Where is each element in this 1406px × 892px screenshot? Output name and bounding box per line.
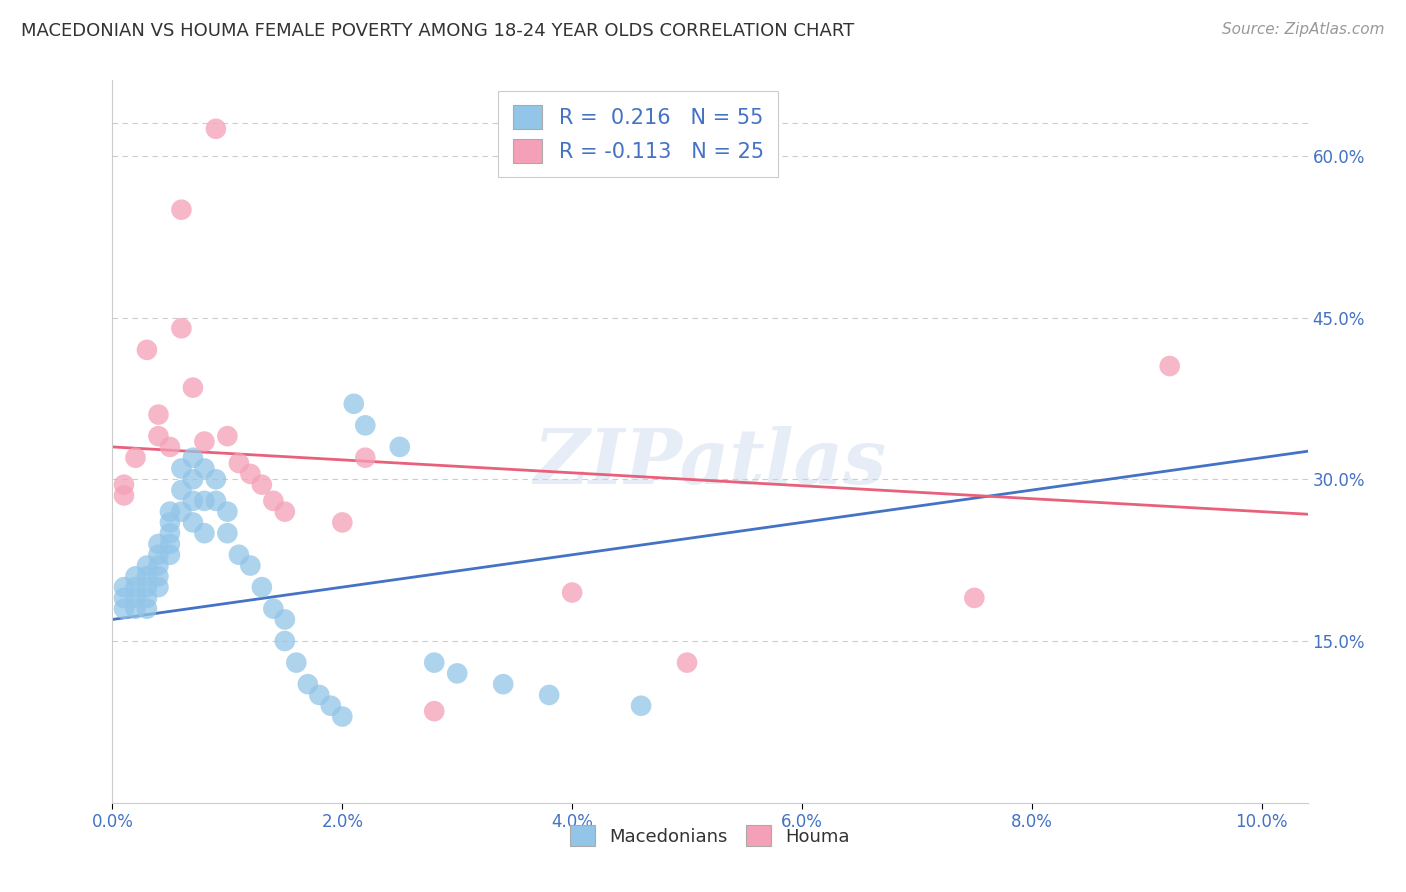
Point: [112, 477, 135, 491]
Text: Source: ZipAtlas.com: Source: ZipAtlas.com: [1222, 22, 1385, 37]
Point: [170, 505, 193, 519]
Point: [148, 558, 170, 573]
Point: [963, 591, 986, 605]
Point: [330, 516, 353, 530]
Point: [423, 704, 446, 718]
Point: [159, 548, 181, 562]
Point: [205, 472, 228, 486]
Point: [193, 526, 215, 541]
Point: [181, 381, 204, 395]
Point: [124, 580, 146, 594]
Point: [148, 569, 170, 583]
Point: [262, 601, 284, 615]
Point: [124, 569, 146, 583]
Point: [250, 580, 273, 594]
Point: [136, 591, 159, 605]
Point: [205, 493, 228, 508]
Point: [308, 688, 330, 702]
Point: [159, 526, 181, 541]
Point: [136, 601, 159, 615]
Point: [676, 656, 699, 670]
Point: [159, 537, 181, 551]
Point: [217, 429, 239, 443]
Point: [181, 450, 204, 465]
Point: [124, 601, 146, 615]
Point: [239, 467, 262, 481]
Point: [228, 456, 250, 470]
Point: [181, 493, 204, 508]
Point: [124, 591, 146, 605]
Point: [492, 677, 515, 691]
Point: [388, 440, 411, 454]
Point: [274, 612, 297, 626]
Point: [181, 516, 204, 530]
Point: [630, 698, 652, 713]
Point: [136, 580, 159, 594]
Text: MACEDONIAN VS HOUMA FEMALE POVERTY AMONG 18-24 YEAR OLDS CORRELATION CHART: MACEDONIAN VS HOUMA FEMALE POVERTY AMONG…: [21, 22, 855, 40]
Point: [148, 548, 170, 562]
Point: [148, 408, 170, 422]
Point: [354, 450, 377, 465]
Point: [170, 202, 193, 217]
Point: [159, 516, 181, 530]
Point: [148, 580, 170, 594]
Point: [170, 321, 193, 335]
Point: [285, 656, 308, 670]
Point: [446, 666, 468, 681]
Point: [112, 591, 135, 605]
Point: [217, 526, 239, 541]
Point: [148, 537, 170, 551]
Point: [170, 461, 193, 475]
Point: [136, 343, 159, 357]
Point: [193, 461, 215, 475]
Point: [1159, 359, 1181, 373]
Point: [217, 505, 239, 519]
Point: [193, 493, 215, 508]
Text: ZIPatlas: ZIPatlas: [533, 426, 887, 500]
Point: [112, 601, 135, 615]
Point: [159, 440, 181, 454]
Point: [181, 472, 204, 486]
Point: [124, 450, 146, 465]
Point: [239, 558, 262, 573]
Point: [228, 548, 250, 562]
Point: [136, 558, 159, 573]
Point: [330, 709, 353, 723]
Point: [561, 585, 583, 599]
Point: [297, 677, 319, 691]
Point: [274, 634, 297, 648]
Point: [136, 569, 159, 583]
Point: [193, 434, 215, 449]
Point: [112, 488, 135, 502]
Point: [112, 580, 135, 594]
Point: [354, 418, 377, 433]
Point: [262, 493, 284, 508]
Point: [343, 397, 366, 411]
Point: [423, 656, 446, 670]
Point: [170, 483, 193, 497]
Point: [205, 121, 228, 136]
Point: [538, 688, 561, 702]
Point: [250, 477, 273, 491]
Legend: Macedonians, Houma: Macedonians, Houma: [561, 816, 859, 855]
Point: [159, 505, 181, 519]
Point: [274, 505, 297, 519]
Point: [148, 429, 170, 443]
Point: [319, 698, 342, 713]
